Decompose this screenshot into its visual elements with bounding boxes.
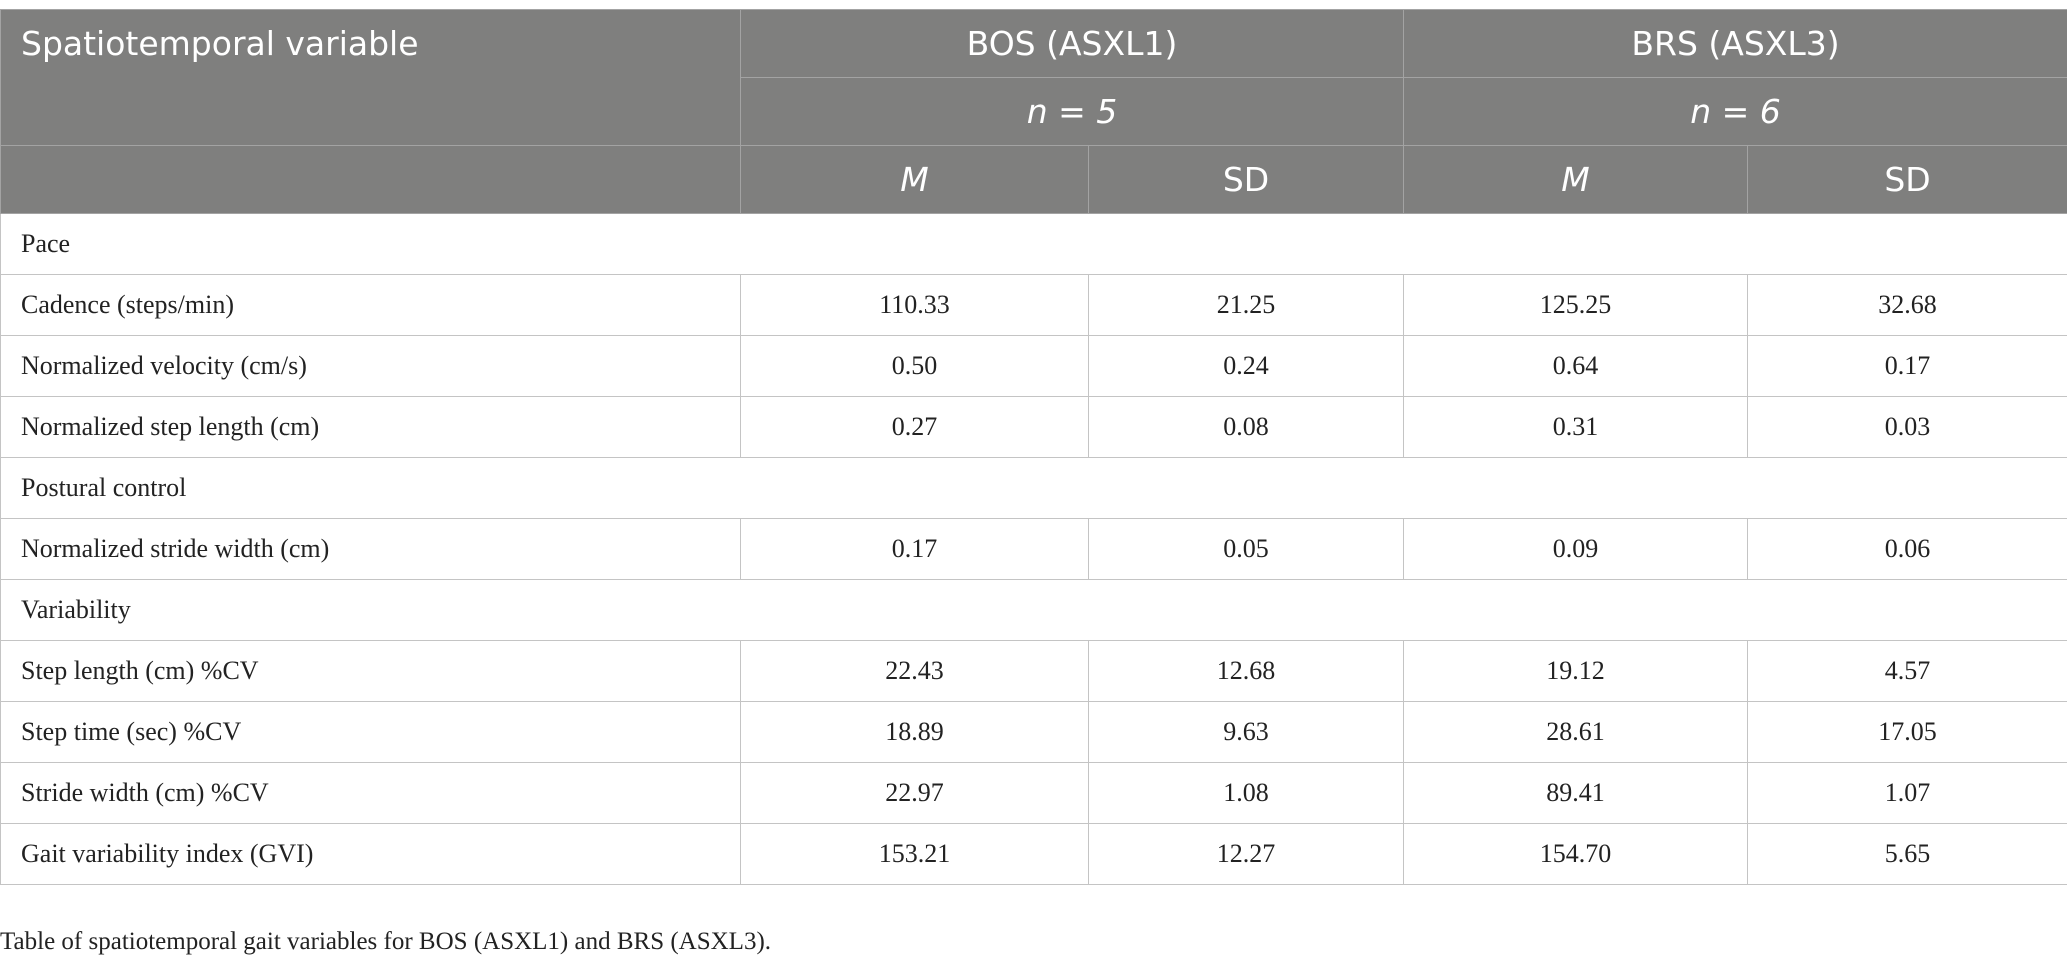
cell: 19.12 [1403,640,1749,702]
table-body: Pace Cadence (steps/min) 110.33 21.25 125.25… [0,213,2067,885]
cell: 17.05 [1747,701,2067,763]
group-header: BRS (ASXL3) [1403,9,2067,78]
data-table: Spatiotemporal variable BOS (ASXL1) BRS (A… [0,9,2067,885]
row-label: Stride width (cm) %CV [0,762,741,824]
row-label: Normalized step length (cm) [0,396,741,458]
header-cell: Spatiotemporal variable [0,9,741,146]
row-label: Step length (cm) %CV [0,640,741,702]
data-row: Stride width (cm) %CV 22.97 1.08 89.41 1.07 [0,762,2067,824]
section-label: Pace [0,213,2067,275]
header-row: Spatiotemporal variable BOS (ASXL1) BRS (A… [0,9,2067,146]
cell: 18.89 [740,701,1089,763]
cell: 9.63 [1087,701,1405,763]
data-row: Step time (sec) %CV 18.89 9.63 28.61 17.05 [0,701,2067,763]
section-label: Postural control [0,457,2067,519]
header-row: M SD M SD [0,145,2067,214]
cell: 89.41 [1403,762,1749,824]
cell: 12.68 [1087,640,1405,702]
cell: 32.68 [1747,274,2067,336]
cell: 110.33 [740,274,1089,336]
cell: 154.70 [1403,823,1749,885]
cell: 22.43 [740,640,1089,702]
sub-header: M [1403,145,1749,214]
sub-header: M [740,145,1089,214]
cell: 0.27 [740,396,1089,458]
row-label: Normalized stride width (cm) [0,518,741,580]
sub-header: SD [1747,145,2067,214]
cell: 153.21 [740,823,1089,885]
cell: 0.05 [1087,518,1405,580]
cell: 21.25 [1087,274,1405,336]
cell: 1.08 [1087,762,1405,824]
section-label: Variability [0,579,2067,641]
data-row: Gait variability index (GVI) 153.21 12.27 1… [0,823,2067,885]
caption: Table of spatiotemporal gait variables f… [0,928,772,955]
sub-header: SD [1087,145,1405,214]
cell: 12.27 [1087,823,1405,885]
cell: 0.09 [1403,518,1749,580]
section-row: Variability [0,579,2067,641]
cell: 0.17 [740,518,1089,580]
group-header: BOS (ASXL1) [739,9,1405,78]
row-label: Cadence (steps/min) [0,274,741,336]
section-row: Pace [0,213,2067,275]
data-row: Step length (cm) %CV 22.43 12.68 19.12 4.57 [0,640,2067,702]
cell: 4.57 [1747,640,2067,702]
cell: 0.17 [1747,335,2067,397]
data-row: Cadence (steps/min) 110.33 21.25 125.25 32.6… [0,274,2067,336]
row-label: Normalized velocity (cm/s) [0,335,741,397]
cell: 0.64 [1403,335,1749,397]
group-n: n = 5 [739,77,1405,146]
cell: 0.06 [1747,518,2067,580]
row-label: Gait variability index (GVI) [0,823,741,885]
cell: 125.25 [1403,274,1749,336]
data-row: Normalized stride width (cm) 0.17 0.05 0.09… [0,518,2067,580]
section-row: Postural control [0,457,2067,519]
cell: 28.61 [1403,701,1749,763]
cell: 0.24 [1087,335,1405,397]
header-cell [0,145,741,214]
group-n: n = 6 [1403,77,2067,146]
row-label: Step time (sec) %CV [0,701,741,763]
cell: 22.97 [740,762,1089,824]
data-row: Normalized step length (cm) 0.27 0.08 0.31 0… [0,396,2067,458]
cell: 1.07 [1747,762,2067,824]
cell: 0.50 [740,335,1089,397]
cell: 0.31 [1403,396,1749,458]
table-header: Spatiotemporal variable BOS (ASXL1) BRS (A… [0,9,2067,214]
cell: 0.03 [1747,396,2067,458]
data-row: Normalized velocity (cm/s) 0.50 0.24 0.64 0.… [0,335,2067,397]
cell: 0.08 [1087,396,1405,458]
cell: 5.65 [1747,823,2067,885]
